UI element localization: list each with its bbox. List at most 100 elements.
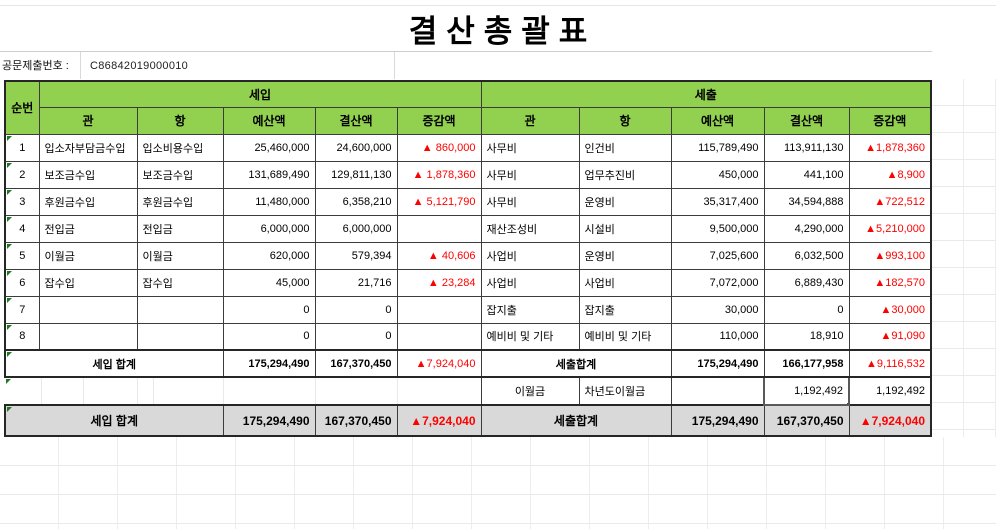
expense-diff-header[interactable]: 증감액 <box>848 106 932 135</box>
revenue-settlement-cell[interactable]: 6,000,000 <box>314 214 398 243</box>
expense-settlement-cell[interactable]: 113,911,130 <box>763 133 850 162</box>
selected-cell[interactable]: 1,192,492 <box>763 376 850 406</box>
revenue-diff-cell[interactable]: ▲ 40,606 <box>396 241 482 270</box>
revenue-total-label-cell[interactable]: 세입 합계 <box>4 349 224 378</box>
revenue-budget-cell[interactable]: 45,000 <box>222 268 316 297</box>
expense-gwan-cell[interactable]: 사무비 <box>480 133 580 162</box>
expense-settlement-cell[interactable]: 4,290,000 <box>763 214 850 243</box>
revenue-budget-cell[interactable]: 6,000,000 <box>222 214 316 243</box>
revenue-budget-cell[interactable]: 11,480,000 <box>222 187 316 216</box>
grand-revenue-diff-cell[interactable]: ▲7,924,040 <box>396 404 482 437</box>
carryover-hang-cell[interactable]: 차년도이월금 <box>578 376 672 406</box>
expense-settlement-cell[interactable]: 441,100 <box>763 160 850 189</box>
revenue-settlement-header[interactable]: 결산액 <box>314 106 398 135</box>
revenue-hang-cell[interactable]: 보조금수입 <box>136 160 224 189</box>
expense-diff-cell[interactable]: ▲91,090 <box>848 322 932 351</box>
revenue-diff-header[interactable]: 증감액 <box>396 106 482 135</box>
expense-diff-cell[interactable]: ▲5,210,000 <box>848 214 932 243</box>
revenue-hang-cell[interactable]: 잡수입 <box>136 268 224 297</box>
expense-budget-header[interactable]: 예산액 <box>670 106 765 135</box>
expense-hang-header[interactable]: 항 <box>578 106 672 135</box>
revenue-hang-cell[interactable]: 입소비용수입 <box>136 133 224 162</box>
expense-budget-cell[interactable]: 115,789,490 <box>670 133 765 162</box>
row-number-cell[interactable]: 5 <box>4 241 40 270</box>
doc-number-value[interactable]: C86842019000010 <box>80 52 395 79</box>
revenue-gwan-header[interactable]: 관 <box>38 106 138 135</box>
revenue-settlement-cell[interactable]: 129,811,130 <box>314 160 398 189</box>
expense-diff-cell[interactable]: ▲30,000 <box>848 295 932 324</box>
revenue-diff-cell[interactable]: ▲ 23,284 <box>396 268 482 297</box>
revenue-budget-cell[interactable]: 620,000 <box>222 241 316 270</box>
expense-hang-cell[interactable]: 운영비 <box>578 187 672 216</box>
revenue-settlement-cell[interactable]: 21,716 <box>314 268 398 297</box>
expense-diff-cell[interactable]: ▲722,512 <box>848 187 932 216</box>
grand-expense-diff-cell[interactable]: ▲7,924,040 <box>848 404 932 437</box>
revenue-hang-header[interactable]: 항 <box>136 106 224 135</box>
revenue-budget-cell[interactable]: 131,689,490 <box>222 160 316 189</box>
expense-total-label-cell[interactable]: 세출합계 <box>480 349 672 378</box>
row-number-cell[interactable]: 7 <box>4 295 40 324</box>
revenue-diff-cell[interactable] <box>396 322 482 351</box>
expense-section-header[interactable]: 세출 <box>480 80 932 108</box>
grand-revenue-settlement-cell[interactable]: 167,370,450 <box>314 404 398 437</box>
revenue-settlement-cell[interactable]: 24,600,000 <box>314 133 398 162</box>
revenue-gwan-cell[interactable]: 후원금수입 <box>38 187 138 216</box>
expense-settlement-cell[interactable]: 6,032,500 <box>763 241 850 270</box>
expense-hang-cell[interactable]: 업무추진비 <box>578 160 672 189</box>
revenue-gwan-cell[interactable]: 입소자부담금수입 <box>38 133 138 162</box>
grand-expense-settlement-cell[interactable]: 167,370,450 <box>763 404 850 437</box>
revenue-budget-header[interactable]: 예산액 <box>222 106 316 135</box>
expense-gwan-cell[interactable]: 사무비 <box>480 160 580 189</box>
grand-expense-budget-cell[interactable]: 175,294,490 <box>670 404 765 437</box>
expense-diff-cell[interactable]: ▲993,100 <box>848 241 932 270</box>
expense-gwan-cell[interactable]: 예비비 및 기타 <box>480 322 580 351</box>
revenue-diff-cell[interactable] <box>396 214 482 243</box>
expense-hang-cell[interactable]: 시설비 <box>578 214 672 243</box>
revenue-hang-cell[interactable]: 후원금수입 <box>136 187 224 216</box>
expense-gwan-cell[interactable]: 사업비 <box>480 268 580 297</box>
expense-total-settlement-cell[interactable]: 166,177,958 <box>763 349 850 378</box>
expense-budget-cell[interactable]: 450,000 <box>670 160 765 189</box>
revenue-budget-cell[interactable]: 0 <box>222 322 316 351</box>
expense-diff-cell[interactable]: ▲1,878,360 <box>848 133 932 162</box>
expense-budget-cell[interactable]: 7,072,000 <box>670 268 765 297</box>
revenue-diff-cell[interactable] <box>396 295 482 324</box>
expense-gwan-cell[interactable]: 사업비 <box>480 241 580 270</box>
row-number-cell[interactable]: 4 <box>4 214 40 243</box>
row-no-header-cell[interactable]: 순번 <box>4 80 40 135</box>
expense-diff-cell[interactable]: ▲8,900 <box>848 160 932 189</box>
expense-hang-cell[interactable]: 사업비 <box>578 268 672 297</box>
revenue-diff-cell[interactable]: ▲ 5,121,790 <box>396 187 482 216</box>
revenue-total-budget-cell[interactable]: 175,294,490 <box>222 349 316 378</box>
carryover-gwan-cell[interactable]: 이월금 <box>480 376 580 406</box>
expense-settlement-cell[interactable]: 18,910 <box>763 322 850 351</box>
expense-gwan-header[interactable]: 관 <box>480 106 580 135</box>
expense-gwan-cell[interactable]: 사무비 <box>480 187 580 216</box>
expense-budget-cell[interactable]: 9,500,000 <box>670 214 765 243</box>
grand-expense-label-cell[interactable]: 세출합계 <box>480 404 672 437</box>
row-number-cell[interactable]: 3 <box>4 187 40 216</box>
expense-settlement-cell[interactable]: 34,594,888 <box>763 187 850 216</box>
expense-budget-cell[interactable]: 7,025,600 <box>670 241 765 270</box>
grand-revenue-budget-cell[interactable]: 175,294,490 <box>222 404 316 437</box>
row-number-cell[interactable]: 2 <box>4 160 40 189</box>
revenue-total-settlement-cell[interactable]: 167,370,450 <box>314 349 398 378</box>
revenue-gwan-cell[interactable]: 잡수입 <box>38 268 138 297</box>
carryover-budget-cell[interactable] <box>670 376 765 406</box>
revenue-hang-cell[interactable] <box>136 295 224 324</box>
expense-hang-cell[interactable]: 예비비 및 기타 <box>578 322 672 351</box>
revenue-settlement-cell[interactable]: 0 <box>314 295 398 324</box>
expense-settlement-header[interactable]: 결산액 <box>763 106 850 135</box>
revenue-total-diff-cell[interactable]: ▲7,924,040 <box>396 349 482 378</box>
expense-total-diff-cell[interactable]: ▲9,116,532 <box>848 349 932 378</box>
revenue-hang-cell[interactable]: 이월금 <box>136 241 224 270</box>
row-number-cell[interactable]: 6 <box>4 268 40 297</box>
revenue-hang-cell[interactable]: 전입금 <box>136 214 224 243</box>
revenue-gwan-cell[interactable]: 보조금수입 <box>38 160 138 189</box>
expense-settlement-cell[interactable]: 0 <box>763 295 850 324</box>
expense-hang-cell[interactable]: 인건비 <box>578 133 672 162</box>
expense-gwan-cell[interactable]: 재산조성비 <box>480 214 580 243</box>
revenue-gwan-cell[interactable] <box>38 295 138 324</box>
revenue-settlement-cell[interactable]: 579,394 <box>314 241 398 270</box>
expense-total-budget-cell[interactable]: 175,294,490 <box>670 349 765 378</box>
